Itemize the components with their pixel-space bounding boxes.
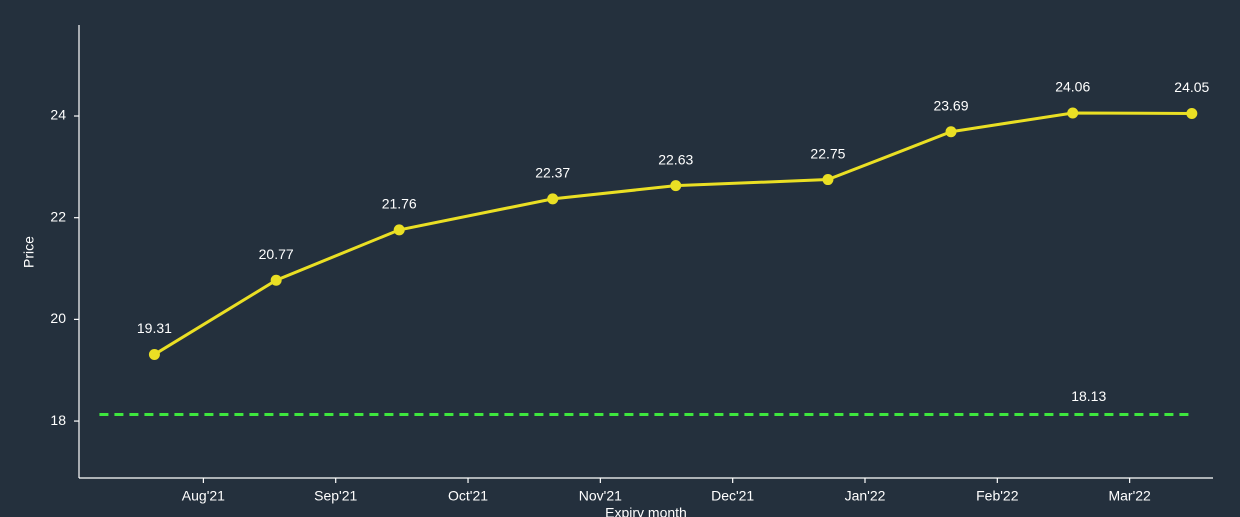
x-tick-label: Mar'22	[1108, 488, 1151, 504]
x-tick-label: Dec'21	[711, 488, 754, 504]
point	[547, 193, 559, 205]
x-tick-label: Aug'21	[182, 488, 225, 504]
point	[1067, 107, 1079, 119]
x-tick-label: Nov'21	[579, 488, 622, 504]
y-tick-label: 24	[50, 107, 66, 123]
line	[153, 111, 1192, 356]
point	[670, 180, 682, 192]
point	[1186, 107, 1198, 119]
point	[393, 224, 405, 236]
x-tick-label: Jan'22	[845, 488, 886, 504]
point	[148, 348, 160, 360]
data-label: 22.63	[658, 151, 693, 167]
y-tick-label: 20	[50, 310, 66, 326]
y-axis-label: Price	[21, 236, 37, 268]
data-label: 22.75	[810, 145, 845, 161]
data-label: 24.05	[1174, 79, 1209, 95]
data-label: 24.06	[1055, 79, 1090, 95]
x-axis-label: Expiry month	[605, 505, 687, 517]
x-tick-label: Sep'21	[314, 488, 357, 504]
y-tick-label: 18	[50, 412, 66, 428]
point	[822, 174, 834, 186]
x-tick-label: Oct'21	[448, 488, 488, 504]
point	[270, 274, 282, 286]
data-label: 23.69	[933, 97, 968, 113]
data-label: 21.76	[382, 196, 417, 212]
data-label: 20.77	[259, 246, 294, 262]
x-tick-label: Feb'22	[976, 488, 1019, 504]
reference-label: 18.13	[1071, 388, 1106, 404]
data-label: 19.31	[137, 320, 172, 336]
y-tick-label: 22	[50, 208, 66, 224]
data-label: 22.37	[535, 165, 570, 181]
point	[945, 126, 957, 138]
